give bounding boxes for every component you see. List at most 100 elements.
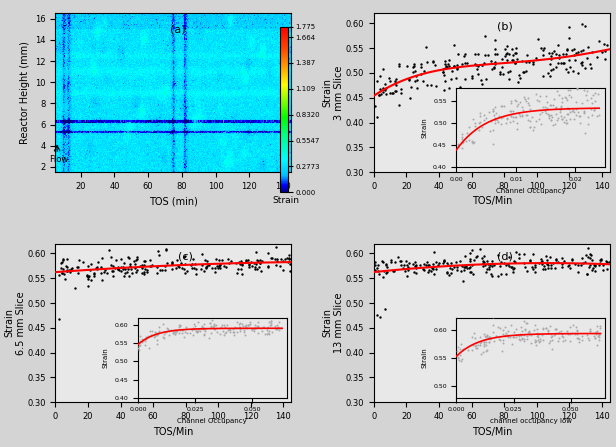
Point [416, 63, 426, 70]
Point [233, 266, 243, 273]
Point [542, 260, 552, 267]
Point [263, 249, 273, 257]
Point [504, 263, 514, 270]
Point [451, 74, 461, 81]
Point [152, 263, 161, 270]
Point [446, 75, 456, 82]
Point [567, 257, 577, 264]
Point [480, 32, 490, 39]
Point [602, 258, 612, 266]
Point [488, 64, 498, 71]
Point [510, 58, 520, 65]
Point [514, 79, 524, 86]
Point [152, 270, 161, 277]
Point [265, 255, 275, 262]
Point [439, 257, 449, 265]
Point [442, 63, 452, 70]
Point [204, 261, 214, 269]
Point [431, 266, 441, 273]
Point [241, 258, 251, 265]
Point [397, 90, 407, 97]
Point [600, 47, 610, 54]
Point [58, 255, 68, 262]
Point [249, 260, 259, 267]
Point [478, 260, 488, 267]
Point [217, 256, 227, 263]
Point [570, 56, 580, 63]
Point [84, 272, 94, 279]
Point [390, 88, 400, 95]
Point [484, 261, 493, 268]
Point [490, 59, 500, 66]
Point [604, 259, 614, 266]
Point [405, 94, 415, 101]
Point [567, 256, 577, 263]
Point [135, 263, 145, 270]
Point [530, 261, 540, 269]
Point [545, 60, 554, 67]
Point [440, 60, 450, 67]
Point [424, 261, 434, 268]
Point [62, 266, 71, 273]
Point [490, 51, 500, 58]
Point [278, 266, 288, 273]
Point [428, 59, 437, 66]
Point [490, 60, 500, 67]
Point [197, 266, 206, 273]
Point [185, 261, 195, 269]
Point [410, 78, 420, 85]
Point [504, 253, 514, 261]
Point [490, 36, 500, 43]
Point [70, 285, 80, 292]
Point [404, 76, 414, 83]
Point [174, 264, 184, 271]
Point [562, 46, 572, 54]
Point [461, 86, 471, 93]
Point [508, 268, 517, 275]
Point [111, 257, 121, 264]
Point [553, 42, 563, 49]
Point [381, 270, 391, 277]
Point [590, 267, 600, 274]
Text: Strain: Strain [272, 196, 299, 205]
Point [219, 262, 229, 270]
Point [107, 268, 117, 275]
Point [64, 266, 74, 274]
Point [234, 258, 244, 266]
Point [559, 59, 569, 67]
Point [172, 263, 182, 270]
Point [594, 37, 604, 44]
Point [126, 266, 136, 273]
Point [578, 46, 588, 54]
Point [492, 51, 502, 58]
Point [544, 49, 554, 56]
Point [478, 263, 488, 270]
Point [147, 261, 157, 269]
Point [419, 260, 429, 267]
Point [246, 259, 256, 266]
Point [373, 261, 383, 269]
Point [509, 257, 519, 264]
Point [110, 265, 120, 272]
Point [214, 263, 224, 270]
Point [385, 89, 395, 97]
Point [378, 66, 388, 73]
Point [503, 260, 513, 267]
Point [93, 258, 103, 266]
Point [100, 267, 110, 274]
Point [429, 249, 439, 256]
Point [546, 66, 556, 73]
Point [139, 261, 148, 269]
Point [177, 264, 187, 271]
Point [533, 35, 543, 42]
Point [487, 65, 496, 72]
Point [554, 51, 564, 59]
Point [210, 269, 220, 276]
Point [392, 253, 402, 260]
Point [530, 268, 540, 275]
Point [507, 45, 517, 52]
Point [139, 271, 149, 278]
Point [375, 73, 385, 80]
Point [187, 264, 197, 271]
Point [561, 65, 570, 72]
